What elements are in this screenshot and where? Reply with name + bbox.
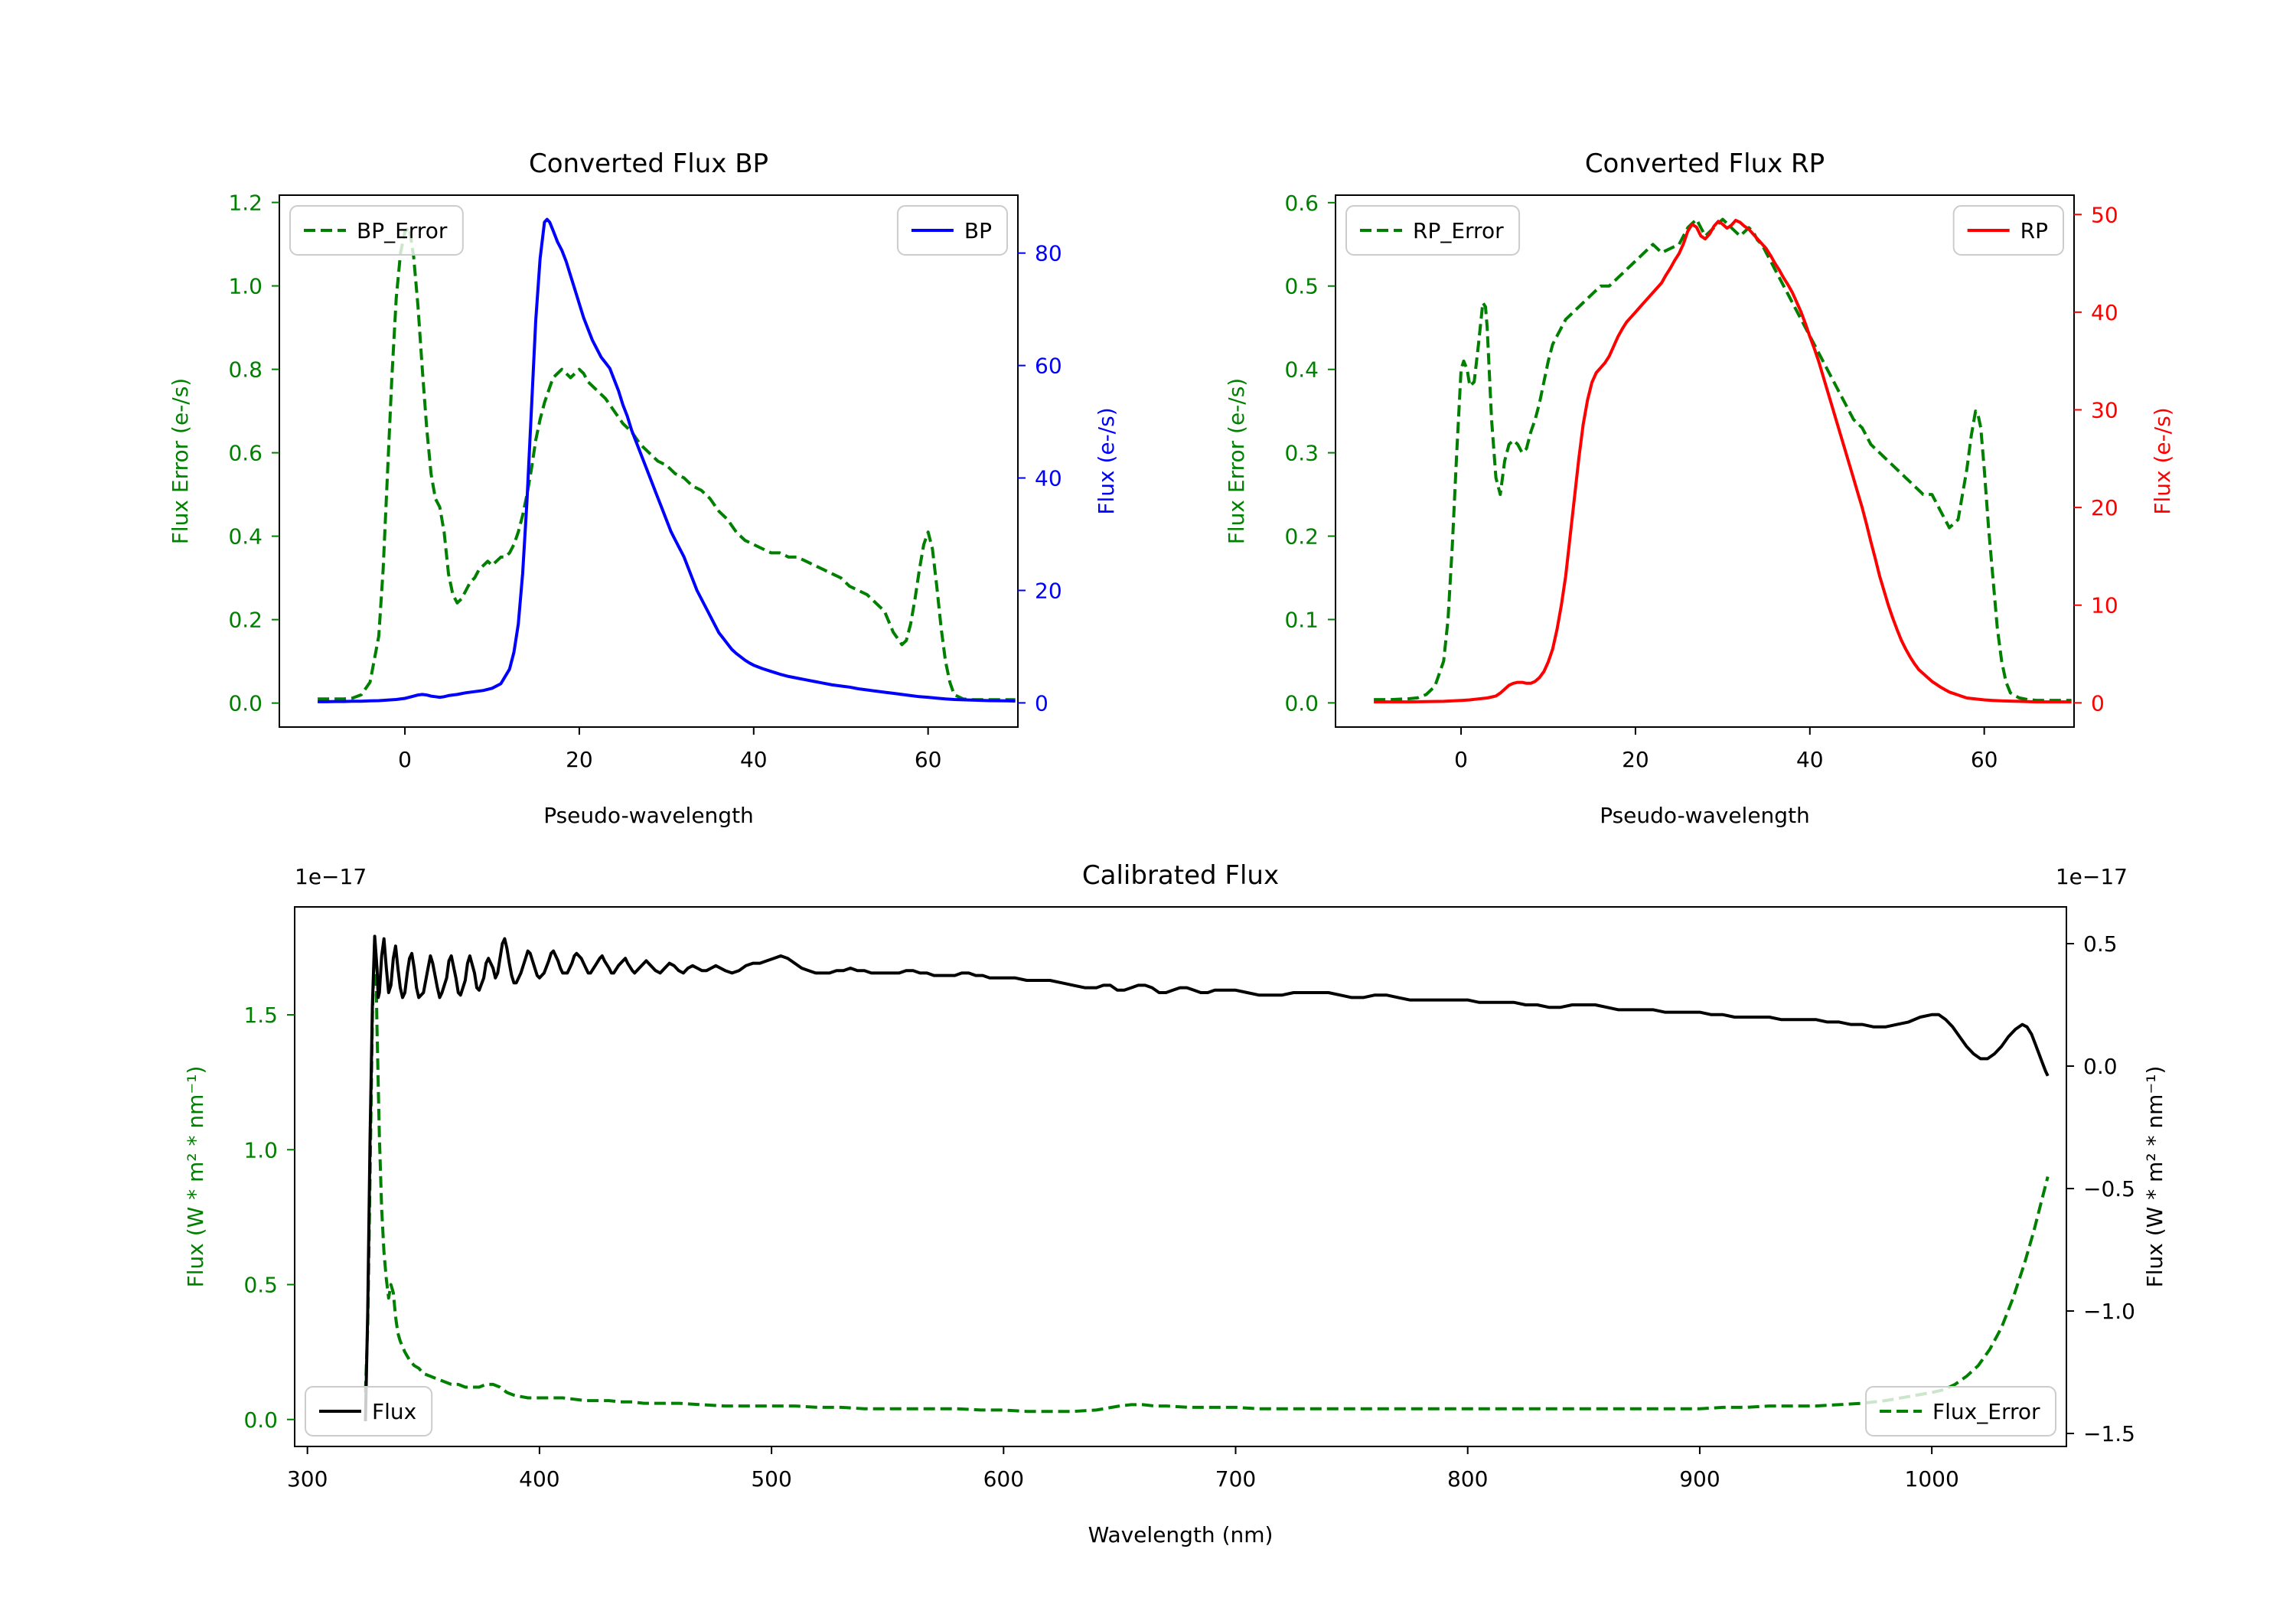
x-tick-label: 900 (1679, 1466, 1720, 1492)
x-tick-label: 60 (915, 747, 942, 772)
x-tick-label: 600 (983, 1466, 1024, 1492)
legend-Flux: Flux (305, 1386, 433, 1437)
y-tick-label-right: 20 (1035, 578, 1062, 603)
y-tick-label-left: 1.0 (243, 1137, 278, 1163)
legend-label: Flux (372, 1399, 416, 1424)
y-tick-label-left: 1.5 (243, 1003, 278, 1028)
x-tick-label: 1000 (1905, 1466, 1959, 1492)
chart-title-calibrated: Calibrated Flux (1082, 860, 1279, 891)
ylabel-right-calibrated: Flux (W * m² * nm⁻¹) (2142, 1066, 2167, 1288)
series-BP_Error (318, 226, 1016, 702)
y-tick-label-left: 0.6 (1284, 191, 1319, 216)
x-tick-label: 60 (1971, 747, 1998, 772)
xlabel-calibrated: Wavelength (nm) (1088, 1522, 1274, 1547)
y-tick-label-left: 1.0 (228, 274, 263, 299)
y-tick-label-left: 0.2 (228, 608, 263, 633)
series-RP (1374, 218, 2072, 704)
x-tick-label: 0 (1454, 747, 1468, 772)
subplot-calibrated: 300 400 500 600 700 800 900 1000 0.0 0.5 1.0 1.5 0.5… (183, 860, 2167, 1547)
series-BP (318, 217, 1016, 703)
offset-text-left: 1e−17 (295, 864, 367, 889)
y-tick-label-right: 0 (2091, 690, 2105, 716)
y-tick-label-right: 30 (2091, 398, 2118, 423)
legend-frame (1865, 1386, 2056, 1437)
x-tick-label: 300 (287, 1466, 328, 1492)
y-tick-label-right: 40 (2091, 300, 2118, 325)
y-tick-label-left: 0.1 (1284, 607, 1319, 632)
ylabel-right-bp: Flux (e-/s) (1094, 407, 1119, 514)
y-tick-label-left: 0.2 (1284, 524, 1319, 550)
legend-frame (305, 1386, 433, 1437)
x-tick-label: 40 (740, 747, 768, 772)
x-tick-label: 20 (566, 747, 593, 772)
y-tick-label-right: 0.0 (2083, 1054, 2118, 1079)
axes-frame-calibrated (294, 906, 2067, 1447)
y-tick-label-right: 50 (2091, 202, 2118, 227)
y-tick-label-left: 0.4 (1284, 357, 1319, 383)
xlabel-rp: Pseudo-wavelength (1600, 803, 1810, 828)
ylabel-left-bp: Flux Error (e-/s) (168, 378, 193, 544)
legend-Flux_Error: Flux_Error (1865, 1386, 2056, 1437)
ylabel-right-rp: Flux (e-/s) (2150, 407, 2175, 514)
series-Flux (364, 934, 2050, 1422)
x-tick-label: 0 (398, 747, 412, 772)
subplot-rp: 0 20 40 60 0.0 0.1 0.2 0.3 0.4 0.5 0.6 0 10 20 30 40 50 C… (1224, 148, 2175, 828)
legend-label: Flux_Error (1932, 1399, 2040, 1424)
y-tick-label-left: 0.5 (243, 1273, 278, 1298)
y-tick-label-left: 0.6 (228, 441, 263, 466)
y-tick-label-right: 80 (1035, 241, 1062, 266)
legend-frame (289, 205, 464, 256)
y-tick-label-right: −0.5 (2083, 1176, 2135, 1202)
legend-BP: BP (896, 205, 1008, 256)
x-tick-label: 500 (751, 1466, 791, 1492)
legend-RP_Error: RP_Error (1345, 205, 1521, 256)
axes-frame-rp (1335, 194, 2075, 728)
y-tick-label-left: 0.0 (243, 1407, 278, 1433)
xlabel-bp: Pseudo-wavelength (543, 803, 754, 828)
series-RP_Error (1374, 217, 2072, 703)
series-Flux_Error (364, 938, 2050, 1414)
y-tick-label-right: 10 (2091, 593, 2118, 618)
axes-frame-bp (279, 194, 1019, 728)
y-tick-label-left: 0.4 (228, 524, 263, 550)
x-tick-label: 800 (1447, 1466, 1488, 1492)
subplot-bp: 0 20 40 60 0.0 0.2 0.4 0.6 0.8 1.0 1.2 0 20 40 60 80 Con… (168, 148, 1119, 828)
x-tick-label: 20 (1622, 747, 1649, 772)
ylabel-left-calibrated: Flux (W * m² * nm⁻¹) (183, 1066, 208, 1288)
y-tick-label-right: 60 (1035, 354, 1062, 379)
y-tick-label-left: 0.3 (1284, 441, 1319, 466)
x-tick-label: 40 (1796, 747, 1824, 772)
legend-RP: RP (1952, 205, 2064, 256)
legend-label: BP_Error (357, 218, 448, 243)
legend-BP_Error: BP_Error (289, 205, 464, 256)
x-tick-label: 400 (519, 1466, 559, 1492)
y-tick-label-left: 1.2 (228, 191, 263, 216)
chart-title-rp: Converted Flux RP (1585, 148, 1825, 179)
legend-label: BP (964, 218, 992, 243)
y-tick-label-left: 0.0 (228, 691, 263, 716)
chart-title-bp: Converted Flux BP (529, 148, 768, 179)
y-tick-label-right: 40 (1035, 466, 1062, 491)
offset-text-right: 1e−17 (2056, 864, 2128, 889)
y-tick-label-left: 0.8 (228, 357, 263, 383)
ylabel-left-rp: Flux Error (e-/s) (1224, 378, 1249, 544)
y-tick-label-right: 20 (2091, 495, 2118, 520)
legend-frame (1345, 205, 1521, 256)
legend-label: RP_Error (1413, 218, 1504, 243)
y-tick-label-right: −1.5 (2083, 1421, 2135, 1446)
y-tick-label-right: 0 (1035, 690, 1049, 716)
legend-label: RP (2020, 218, 2048, 243)
y-tick-label-left: 0.5 (1284, 274, 1319, 299)
y-tick-label-right: −1.0 (2083, 1299, 2135, 1324)
y-tick-label-right: 0.5 (2083, 931, 2118, 957)
y-tick-label-left: 0.0 (1284, 690, 1319, 716)
x-tick-label: 700 (1215, 1466, 1256, 1492)
